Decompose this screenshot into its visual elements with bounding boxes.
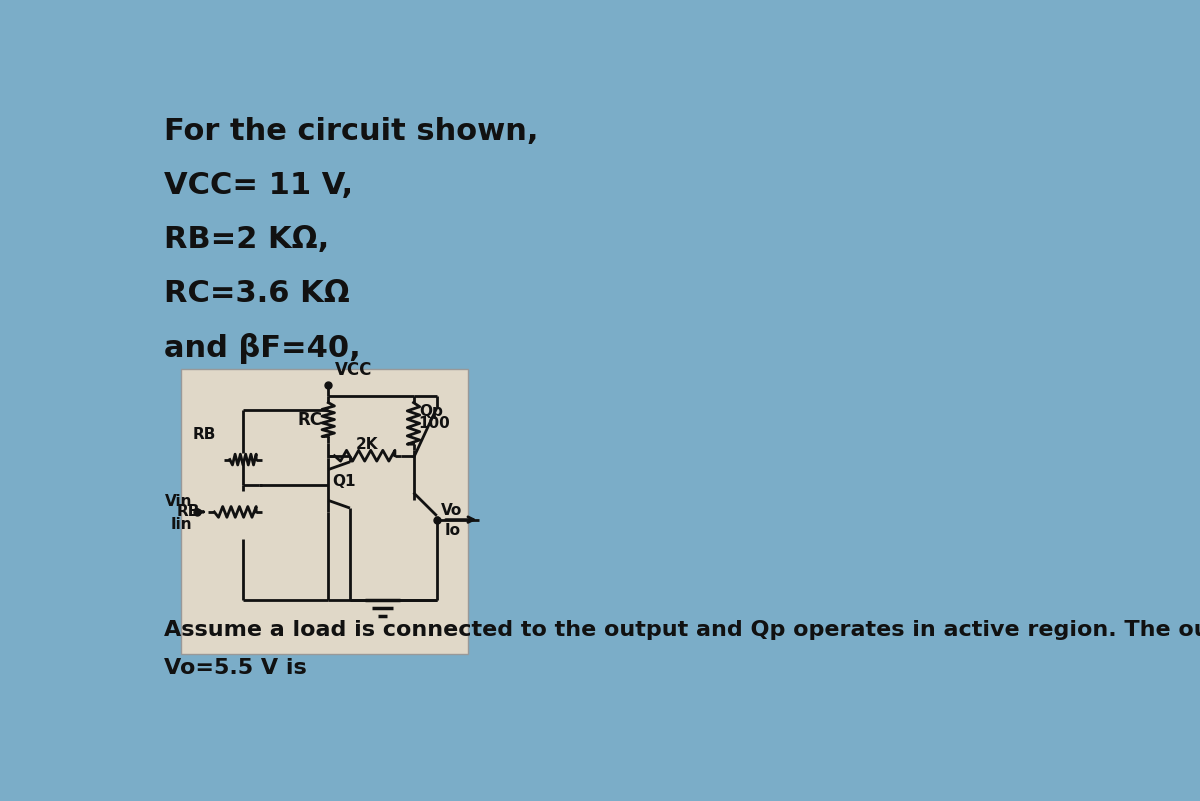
Text: VCC= 11 V,: VCC= 11 V, xyxy=(164,171,353,199)
Text: Vo: Vo xyxy=(440,503,462,518)
Text: RC: RC xyxy=(298,411,322,429)
Text: RC=3.6 KΩ: RC=3.6 KΩ xyxy=(164,279,349,308)
Text: Assume a load is connected to the output and Qp operates in active region. The o: Assume a load is connected to the output… xyxy=(164,620,1200,640)
Text: 100: 100 xyxy=(418,416,450,431)
Text: For the circuit shown,: For the circuit shown, xyxy=(164,117,539,146)
Text: RB: RB xyxy=(192,428,216,442)
Text: RB: RB xyxy=(178,505,200,519)
Text: Vin: Vin xyxy=(166,493,193,509)
Text: Io: Io xyxy=(444,523,461,538)
Text: and βF=40,: and βF=40, xyxy=(164,332,361,364)
Text: Vo=5.5 V is: Vo=5.5 V is xyxy=(164,658,307,678)
Text: VCC: VCC xyxy=(335,360,372,379)
Text: Qp: Qp xyxy=(420,405,444,419)
Text: Q1: Q1 xyxy=(332,473,355,489)
Bar xyxy=(181,369,468,654)
Text: RB=2 KΩ,: RB=2 KΩ, xyxy=(164,225,329,254)
Text: Iin: Iin xyxy=(172,517,193,532)
Text: 2K: 2K xyxy=(355,437,378,453)
